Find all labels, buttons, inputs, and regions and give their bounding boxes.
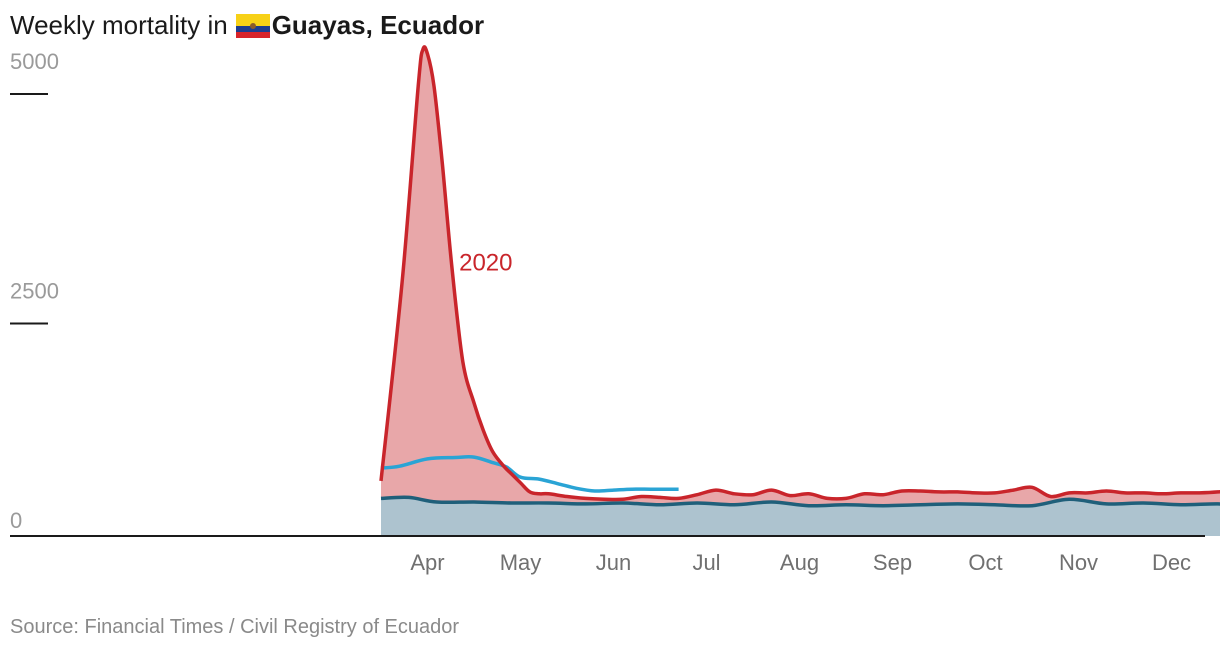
x-tick-label: Jun [596, 550, 631, 575]
x-tick-label: Apr [410, 550, 444, 575]
x-tick-label: Jul [692, 550, 720, 575]
x-tick-label: Oct [968, 550, 1002, 575]
x-tick-label: May [500, 550, 542, 575]
y-tick-label: 0 [10, 508, 22, 533]
series-2020-line [379, 45, 1220, 502]
series-baseline-line [380, 495, 1220, 508]
x-tick-label: Aug [780, 550, 819, 575]
x-tick-label: Nov [1059, 550, 1098, 575]
title-region: Guayas, Ecuador [271, 10, 485, 40]
series-current-line [380, 454, 679, 493]
ecuador-flag-icon [235, 13, 270, 38]
x-tick-label: Dec [1152, 550, 1191, 575]
chart-title: Weekly mortality in Guayas, Ecuador [10, 10, 484, 41]
x-tick-label: Sep [873, 550, 912, 575]
series-2020-label: 2020 [459, 249, 512, 276]
title-prefix: Weekly mortality in [10, 10, 228, 40]
y-tick-label: 2500 [10, 279, 59, 304]
series-2020-area [381, 46, 1220, 536]
y-tick-label: 5000 [10, 49, 59, 74]
mortality-chart: 0 2500 5000 Apr May Jun Jul Aug Sep Oct Nov Dec 2020 [10, 45, 1220, 575]
source-note: Source: Financial Times / Civil Registry… [10, 616, 460, 638]
